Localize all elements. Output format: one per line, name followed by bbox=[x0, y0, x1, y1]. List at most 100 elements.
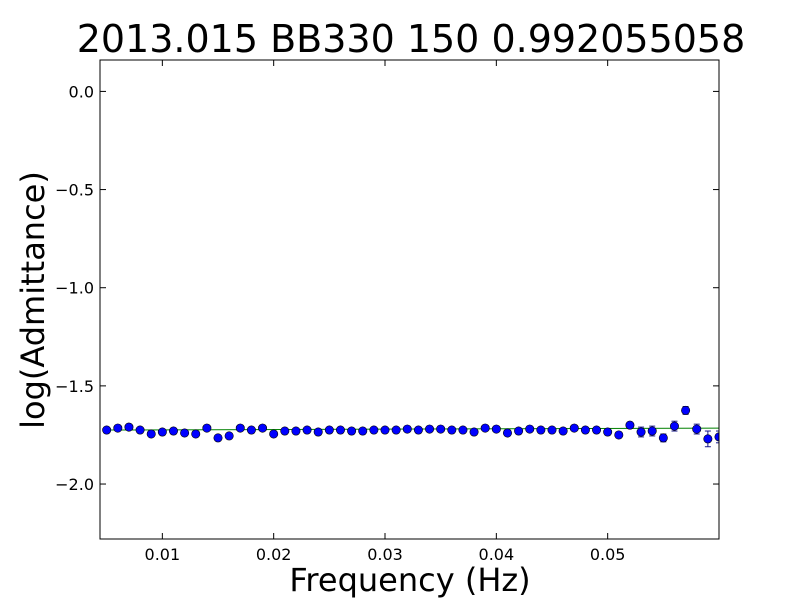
data-point-group bbox=[180, 428, 190, 438]
data-point-group bbox=[558, 426, 568, 436]
data-point-group bbox=[658, 433, 668, 443]
data-point bbox=[202, 423, 212, 433]
data-point-group bbox=[636, 426, 646, 438]
data-point bbox=[547, 425, 557, 435]
data-point bbox=[580, 425, 590, 435]
data-point-group bbox=[491, 424, 501, 434]
data-point bbox=[280, 426, 290, 436]
data-point bbox=[692, 424, 702, 434]
data-point bbox=[458, 425, 468, 435]
data-point-group bbox=[224, 431, 234, 441]
data-point-group bbox=[547, 425, 557, 435]
data-point-group bbox=[413, 425, 423, 435]
data-point bbox=[168, 426, 178, 436]
data-point-group bbox=[592, 425, 602, 435]
data-point-group bbox=[291, 426, 301, 436]
data-point-group bbox=[135, 425, 145, 435]
data-point-group bbox=[102, 425, 112, 435]
y-tick-label: −2.0 bbox=[55, 475, 94, 494]
data-point-group bbox=[569, 423, 579, 433]
data-point bbox=[235, 423, 245, 433]
data-point-group bbox=[324, 425, 334, 435]
data-point-group bbox=[302, 425, 312, 435]
data-point bbox=[246, 425, 256, 435]
data-point-group bbox=[380, 425, 390, 435]
x-tick-label: 0.05 bbox=[590, 545, 626, 564]
data-point-group bbox=[502, 428, 512, 438]
data-point-group bbox=[313, 427, 323, 437]
data-point-group bbox=[514, 426, 524, 436]
data-point bbox=[469, 427, 479, 437]
data-point bbox=[269, 429, 279, 439]
data-point bbox=[491, 424, 501, 434]
data-point bbox=[425, 424, 435, 434]
data-point bbox=[658, 433, 668, 443]
data-point bbox=[380, 425, 390, 435]
data-point bbox=[614, 430, 624, 440]
data-point-group bbox=[469, 427, 479, 437]
data-point bbox=[313, 427, 323, 437]
data-point bbox=[502, 428, 512, 438]
data-point bbox=[592, 425, 602, 435]
data-point bbox=[514, 426, 524, 436]
data-point bbox=[369, 425, 379, 435]
data-point-group bbox=[347, 426, 357, 436]
data-point-group bbox=[614, 430, 624, 440]
data-point bbox=[124, 422, 134, 432]
data-point bbox=[335, 425, 345, 435]
data-point bbox=[146, 429, 156, 439]
plot-frame bbox=[99, 59, 720, 540]
data-point-group bbox=[235, 423, 245, 433]
data-point bbox=[180, 428, 190, 438]
data-point bbox=[636, 427, 646, 437]
data-point-group bbox=[157, 427, 167, 437]
data-point-group bbox=[703, 430, 713, 448]
data-point bbox=[681, 405, 691, 415]
data-point bbox=[703, 434, 713, 444]
data-point bbox=[413, 425, 423, 435]
data-point-group bbox=[425, 424, 435, 434]
data-point-group bbox=[681, 405, 691, 415]
x-tick-label: 0.04 bbox=[479, 545, 515, 564]
data-point bbox=[558, 426, 568, 436]
data-point bbox=[324, 425, 334, 435]
data-point-group bbox=[258, 423, 268, 433]
data-point-group bbox=[246, 425, 256, 435]
data-point bbox=[135, 425, 145, 435]
data-point bbox=[402, 424, 412, 434]
data-point bbox=[669, 421, 679, 431]
data-point bbox=[258, 423, 268, 433]
data-point bbox=[525, 424, 535, 434]
data-point-group bbox=[647, 425, 657, 437]
data-point bbox=[536, 425, 546, 435]
data-point bbox=[391, 425, 401, 435]
data-point-group bbox=[191, 429, 201, 439]
data-point bbox=[213, 433, 223, 443]
data-point bbox=[157, 427, 167, 437]
x-tick-label: 0.01 bbox=[145, 545, 181, 564]
data-point bbox=[436, 424, 446, 434]
x-axis: 0.01 0.02 0.03 0.04 0.05 bbox=[145, 60, 626, 564]
data-point-group bbox=[146, 429, 156, 439]
data-point bbox=[291, 426, 301, 436]
data-point-group bbox=[580, 425, 590, 435]
data-point-group bbox=[213, 433, 223, 443]
data-point bbox=[347, 426, 357, 436]
data-point bbox=[480, 423, 490, 433]
y-tick-label: −1.0 bbox=[55, 279, 94, 298]
data-point bbox=[113, 423, 123, 433]
data-point bbox=[302, 425, 312, 435]
y-axis: 0.0 −0.5 −1.0 −1.5 −2.0 bbox=[55, 82, 719, 494]
data-point-group bbox=[692, 423, 702, 435]
data-point-group bbox=[391, 425, 401, 435]
y-tick-label: −0.5 bbox=[55, 181, 94, 200]
y-tick-label: −1.5 bbox=[55, 377, 94, 396]
data-point-group bbox=[603, 427, 613, 437]
data-point-group bbox=[447, 425, 457, 435]
data-point bbox=[102, 425, 112, 435]
data-point-group bbox=[369, 425, 379, 435]
data-point-group bbox=[402, 424, 412, 434]
data-point-group bbox=[536, 425, 546, 435]
data-point bbox=[358, 426, 368, 436]
